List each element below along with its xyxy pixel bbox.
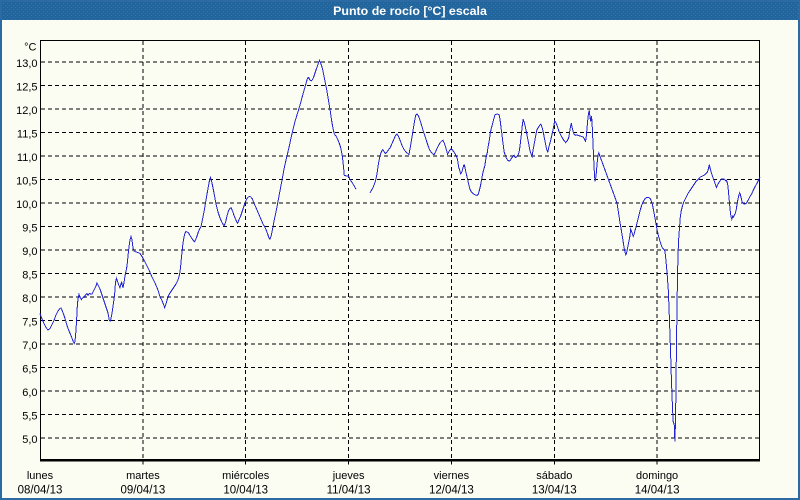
svg-text:08/04/13: 08/04/13: [18, 484, 63, 496]
svg-text:6,5: 6,5: [22, 364, 37, 376]
svg-text:sábado: sábado: [536, 470, 572, 482]
svg-text:8,0: 8,0: [22, 293, 37, 305]
svg-text:12,5: 12,5: [16, 82, 37, 94]
svg-text:14/04/13: 14/04/13: [635, 484, 680, 496]
svg-text:9,0: 9,0: [22, 246, 37, 258]
svg-text:10/04/13: 10/04/13: [223, 484, 268, 496]
svg-text:10,5: 10,5: [16, 176, 37, 188]
svg-text:domingo: domingo: [636, 470, 678, 482]
svg-text:Punto de rocío [°C] escala: Punto de rocío [°C] escala: [333, 4, 487, 18]
svg-text:12/04/13: 12/04/13: [429, 484, 474, 496]
svg-text:lunes: lunes: [27, 470, 54, 482]
svg-text:10,0: 10,0: [16, 199, 37, 211]
svg-text:11,5: 11,5: [17, 129, 38, 141]
svg-text:13,0: 13,0: [16, 58, 37, 70]
svg-text:12,0: 12,0: [16, 105, 37, 117]
svg-text:°C: °C: [24, 42, 36, 54]
svg-text:8,5: 8,5: [22, 270, 37, 282]
svg-text:13/04/13: 13/04/13: [532, 484, 577, 496]
svg-text:7,5: 7,5: [22, 317, 37, 329]
svg-text:9,5: 9,5: [22, 223, 37, 235]
svg-text:09/04/13: 09/04/13: [121, 484, 166, 496]
svg-text:viernes: viernes: [434, 470, 470, 482]
svg-text:11/04/13: 11/04/13: [327, 484, 371, 496]
svg-text:11,0: 11,0: [17, 152, 38, 164]
svg-text:miércoles: miércoles: [222, 470, 270, 482]
svg-text:jueves: jueves: [332, 470, 365, 482]
svg-text:5,5: 5,5: [22, 411, 37, 423]
svg-text:6,0: 6,0: [22, 387, 37, 399]
svg-text:5,0: 5,0: [22, 434, 37, 446]
svg-text:martes: martes: [126, 470, 160, 482]
svg-text:7,0: 7,0: [22, 340, 37, 352]
